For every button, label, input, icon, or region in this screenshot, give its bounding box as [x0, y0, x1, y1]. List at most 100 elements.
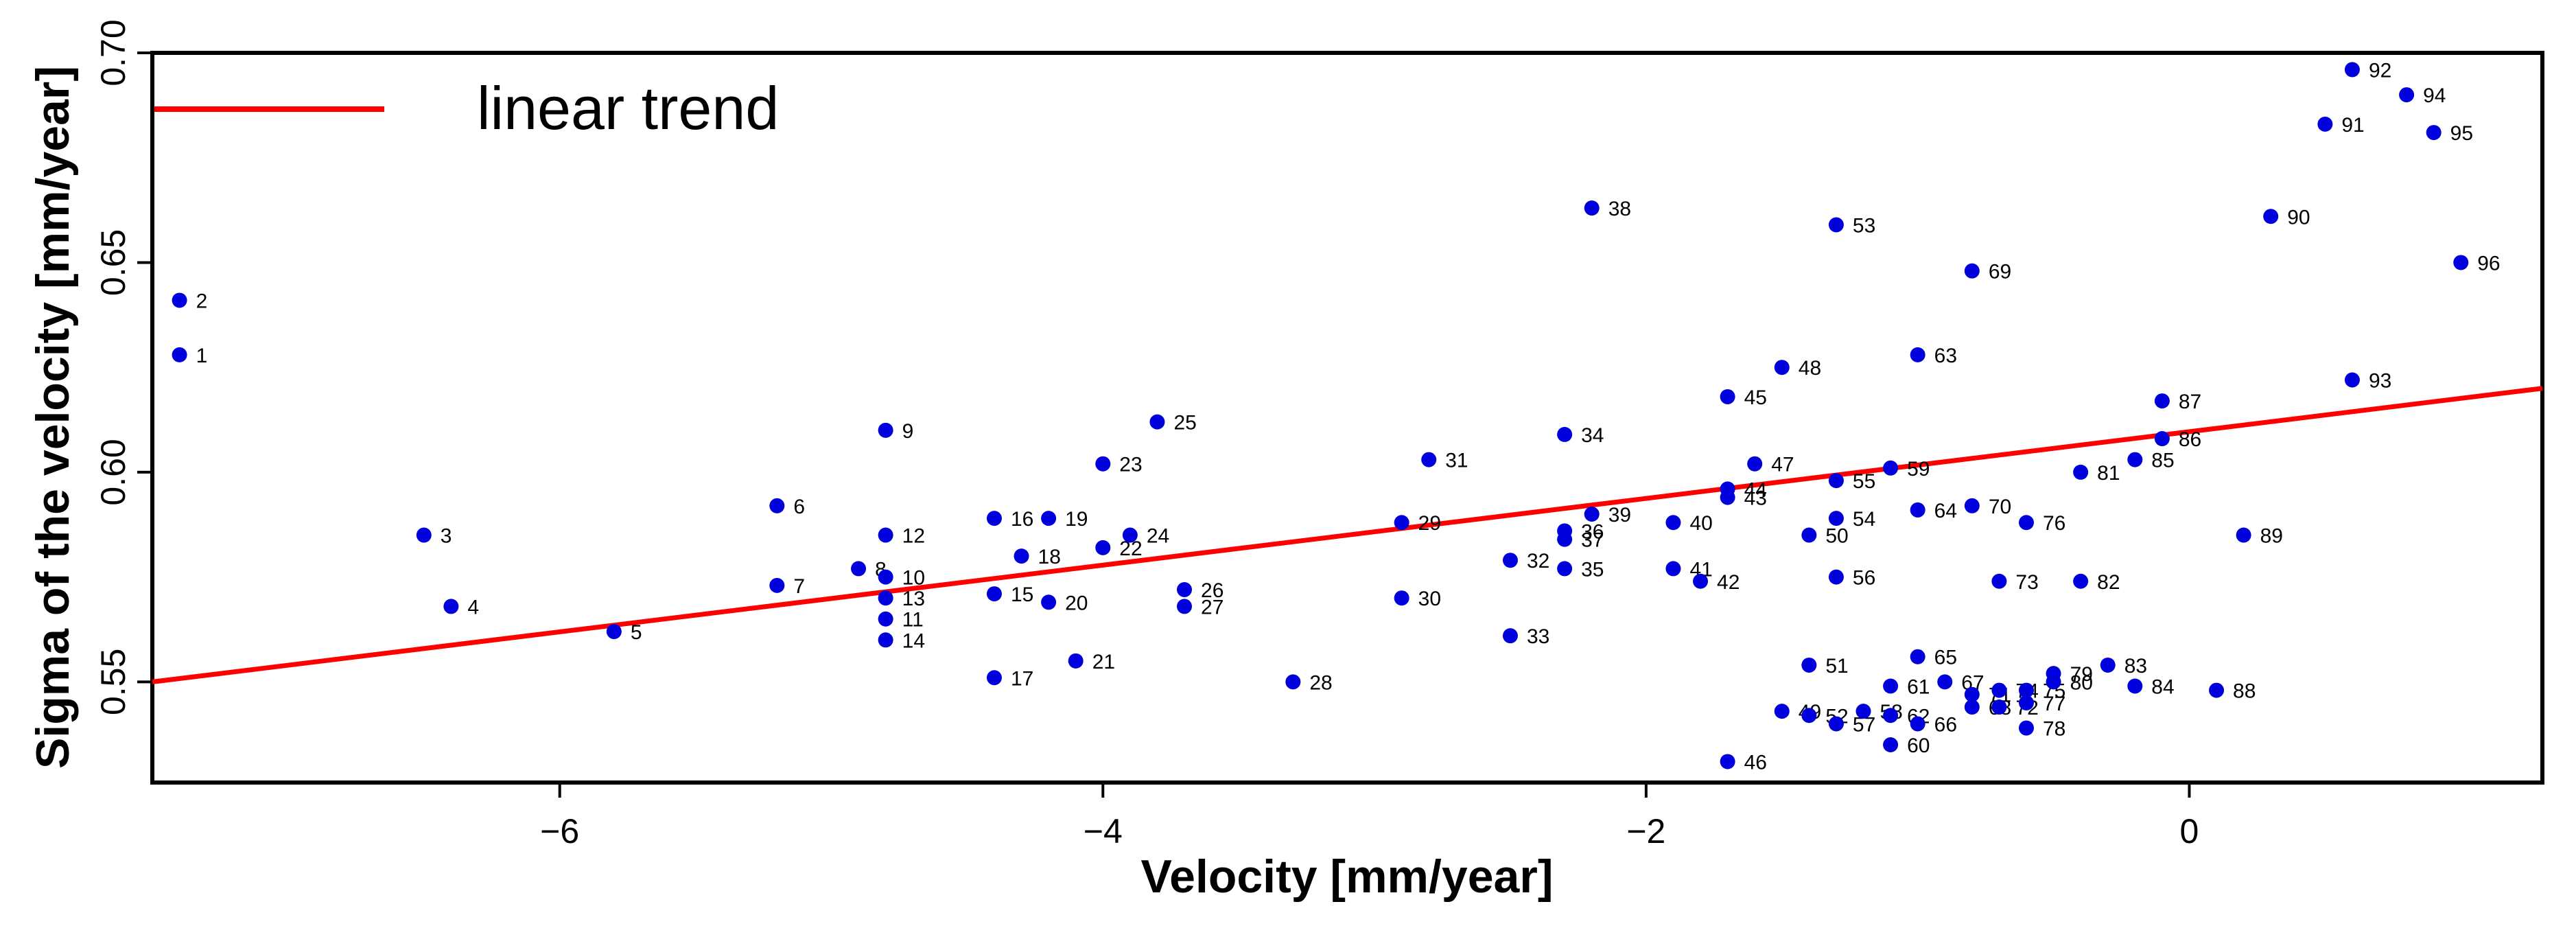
data-point-label: 36: [1581, 520, 1604, 543]
data-point: [1828, 473, 1844, 489]
data-point: [2073, 464, 2089, 480]
data-point-label: 47: [1771, 454, 1794, 476]
data-point: [1828, 716, 1844, 732]
data-point: [2127, 678, 2143, 694]
data-point-label: 70: [1989, 496, 2011, 518]
data-point: [2018, 682, 2034, 698]
data-point-label: 28: [1309, 671, 1332, 694]
data-point: [878, 632, 893, 648]
x-tick-label: −6: [540, 812, 579, 850]
data-point-label: 12: [902, 525, 925, 548]
data-point-label: 11: [902, 609, 924, 632]
data-point-label: 39: [1608, 504, 1631, 526]
data-point-label: 17: [1011, 667, 1033, 690]
x-axis: −6 −4 −2 0: [540, 783, 2199, 850]
data-point: [2127, 452, 2143, 467]
data-point: [1557, 561, 1573, 577]
data-point-label: 6: [793, 496, 805, 518]
data-point-label: 35: [1581, 558, 1604, 581]
data-point: [1855, 704, 1871, 719]
data-point-label: 37: [1581, 529, 1604, 552]
data-point: [2154, 431, 2170, 447]
data-point: [1801, 527, 1817, 543]
data-point-label: 90: [2287, 206, 2310, 229]
data-point: [1964, 686, 1980, 702]
data-point-label: 93: [2369, 370, 2391, 393]
data-point-label: 65: [1934, 647, 1957, 669]
data-point: [1502, 553, 1518, 568]
data-point-label: 21: [1092, 651, 1115, 673]
data-point: [878, 569, 893, 585]
data-point: [2018, 720, 2034, 736]
plot-area: [150, 51, 2544, 785]
data-point: [1557, 531, 1573, 547]
data-point: [2453, 255, 2469, 270]
data-point-label: 20: [1065, 592, 1088, 614]
data-point: [1883, 678, 1899, 694]
trend-line: [152, 386, 2543, 684]
data-point: [851, 561, 867, 577]
y-axis-title: Sigma of the velocity [mm/year]: [27, 66, 79, 769]
data-point-label: 55: [1853, 470, 1875, 493]
data-point: [1693, 573, 1709, 589]
data-point-label: 19: [1065, 508, 1088, 531]
data-point-label: 1: [196, 345, 208, 367]
data-point-label: 16: [1011, 508, 1033, 531]
data-point: [1584, 507, 1600, 522]
data-point: [1828, 511, 1844, 526]
data-point: [769, 498, 785, 513]
data-point: [172, 292, 187, 308]
x-tick-label: −2: [1626, 812, 1665, 850]
data-point-label: 50: [1825, 525, 1848, 548]
data-point-label: 45: [1744, 386, 1767, 409]
data-point-label: 56: [1853, 567, 1875, 590]
data-point-label: 38: [1608, 198, 1631, 220]
y-tick-label: 0.60: [94, 439, 132, 505]
data-point-label: 31: [1445, 450, 1468, 472]
data-point-label: 43: [1744, 487, 1767, 510]
data-point-label: 79: [2070, 663, 2093, 686]
points-layer: 1234567891011121314151617181920212223242…: [172, 59, 2501, 774]
data-point-label: 10: [902, 567, 925, 590]
data-point-label: 23: [1119, 454, 1142, 476]
data-point: [769, 577, 785, 593]
data-point: [1177, 599, 1193, 614]
data-point-label: 81: [2097, 462, 2120, 485]
data-point-label: 40: [1689, 512, 1712, 535]
data-point: [2426, 125, 2442, 141]
data-point-label: 29: [1418, 512, 1441, 535]
data-point: [1991, 573, 2007, 589]
data-point: [1828, 569, 1844, 585]
data-point-label: 51: [1825, 655, 1848, 678]
data-point-label: 14: [902, 629, 925, 652]
data-point-label: 5: [631, 621, 642, 644]
data-point-label: 63: [1934, 345, 1957, 367]
data-point-label: 15: [1011, 583, 1033, 606]
data-point-label: 91: [2341, 114, 2364, 137]
data-point: [1883, 737, 1899, 753]
data-point: [2046, 674, 2061, 690]
data-point: [1394, 590, 1409, 606]
data-point: [2399, 87, 2415, 103]
data-point: [1991, 699, 2007, 715]
data-point-label: 95: [2450, 122, 2473, 145]
data-point-label: 80: [2070, 671, 2093, 694]
data-point: [443, 599, 459, 614]
data-point: [1149, 414, 1165, 430]
data-point-label: 84: [2151, 675, 2174, 698]
data-point: [1964, 498, 1980, 513]
data-point: [172, 347, 187, 362]
data-point: [2344, 372, 2360, 388]
data-point: [1910, 716, 1925, 732]
x-tick-label: 0: [2180, 812, 2199, 850]
data-point-label: 32: [1527, 550, 1549, 572]
data-point: [1557, 426, 1573, 442]
data-point: [1285, 674, 1301, 690]
data-point: [986, 586, 1002, 602]
data-point-label: 61: [1907, 675, 1930, 698]
data-point: [1720, 481, 1735, 497]
y-tick-label: 0.70: [94, 19, 132, 86]
plot-frame: [150, 51, 2544, 785]
data-point-label: 24: [1147, 525, 1169, 548]
